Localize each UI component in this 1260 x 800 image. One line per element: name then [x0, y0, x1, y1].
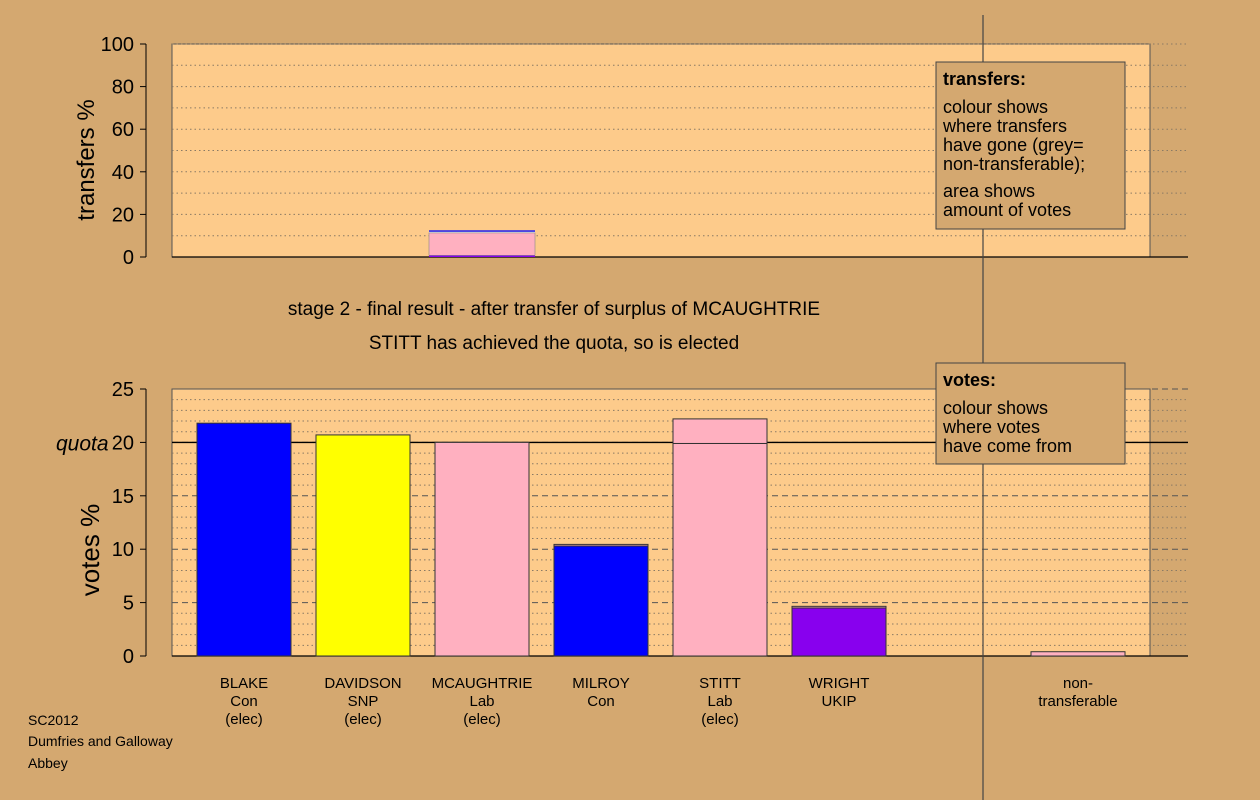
y-tick-label: 60	[112, 119, 134, 141]
footer-line-2: Dumfries and Galloway	[28, 733, 173, 749]
candidate-bar-segment	[791, 607, 887, 657]
candidate-bar-segment	[791, 605, 887, 609]
y-tick-label: 0	[123, 247, 134, 269]
transfer-bar-segment	[429, 230, 535, 232]
candidate-name-label: MILROY	[572, 675, 630, 692]
candidate-name-label: STITT	[699, 675, 741, 692]
candidate-name-label: WRIGHT	[809, 675, 870, 692]
transfers-legend-line: colour shows	[943, 97, 1048, 117]
stage-heading: stage 2 - final result - after transfer …	[288, 299, 820, 320]
transfers-legend-line: have gone (grey=	[943, 135, 1084, 155]
y-tick-label: 25	[112, 379, 134, 401]
candidate-status-label: (elec)	[701, 711, 739, 728]
candidate-bar-segment	[434, 441, 530, 657]
y-axis-title: transfers %	[73, 99, 100, 220]
votes-legend-line: where votes	[942, 417, 1040, 437]
transfer-bar-segment	[429, 255, 535, 257]
candidate-bar-segment	[553, 545, 649, 657]
candidate-name-label: BLAKE	[220, 675, 268, 692]
transfers-legend-line: area shows	[943, 181, 1035, 201]
footer-line-1: SC2012	[28, 712, 79, 728]
y-axis-title: votes %	[75, 504, 105, 597]
y-tick-label: 20	[112, 432, 134, 454]
candidate-status-label: (elec)	[225, 711, 263, 728]
votes-legend-line: colour shows	[943, 398, 1048, 418]
transfers-legend: transfers: colour shows where transfers …	[935, 61, 1126, 230]
candidate-party-label: Con	[230, 693, 258, 710]
transfers-legend-line: non-transferable);	[943, 154, 1085, 174]
transfers-legend-title: transfers:	[943, 69, 1026, 89]
y-tick-label: 100	[101, 34, 134, 56]
quota-label: quota	[56, 432, 109, 455]
transfers-legend-line: where transfers	[942, 116, 1067, 136]
y-tick-label: 40	[112, 162, 134, 184]
candidate-bar-segment	[553, 543, 649, 547]
y-tick-label: 80	[112, 77, 134, 99]
candidate-status-label: (elec)	[463, 711, 501, 728]
candidate-party-label: UKIP	[821, 693, 856, 710]
candidate-party-label: Lab	[707, 693, 732, 710]
footer-line-3: Abbey	[28, 755, 68, 771]
transfer-bar-segment	[428, 232, 536, 256]
footer-caption: SC2012 Dumfries and Galloway Abbey	[28, 712, 173, 771]
transfers-legend-line: amount of votes	[943, 200, 1071, 220]
candidate-bar-segment	[315, 434, 411, 657]
y-tick-label: 5	[123, 593, 134, 615]
candidate-party-label: Con	[587, 693, 615, 710]
candidate-party-label: Lab	[469, 693, 494, 710]
votes-legend-title: votes:	[943, 370, 996, 390]
nontransferable-label: non-	[1063, 675, 1093, 692]
candidate-bar-segment	[672, 442, 768, 657]
y-tick-label: 10	[112, 539, 134, 561]
result-heading: STITT has achieved the quota, so is elec…	[369, 333, 739, 354]
y-tick-label: 20	[112, 204, 134, 226]
votes-legend: votes: colour shows where votes have com…	[935, 362, 1126, 465]
candidate-status-label: (elec)	[344, 711, 382, 728]
candidate-name-label: MCAUGHTRIE	[432, 675, 533, 692]
votes-legend-line: have come from	[943, 436, 1072, 456]
candidate-bar-segment	[196, 422, 292, 657]
y-tick-label: 15	[112, 486, 134, 508]
nontransferable-bar-segment	[1030, 651, 1126, 657]
y-tick-label: 0	[123, 646, 134, 668]
transfer-bar-segment	[429, 231, 535, 233]
candidate-party-label: SNP	[348, 693, 379, 710]
candidate-bar-segment	[672, 418, 768, 444]
candidate-name-label: DAVIDSON	[324, 675, 401, 692]
nontransferable-label: transferable	[1038, 693, 1117, 710]
